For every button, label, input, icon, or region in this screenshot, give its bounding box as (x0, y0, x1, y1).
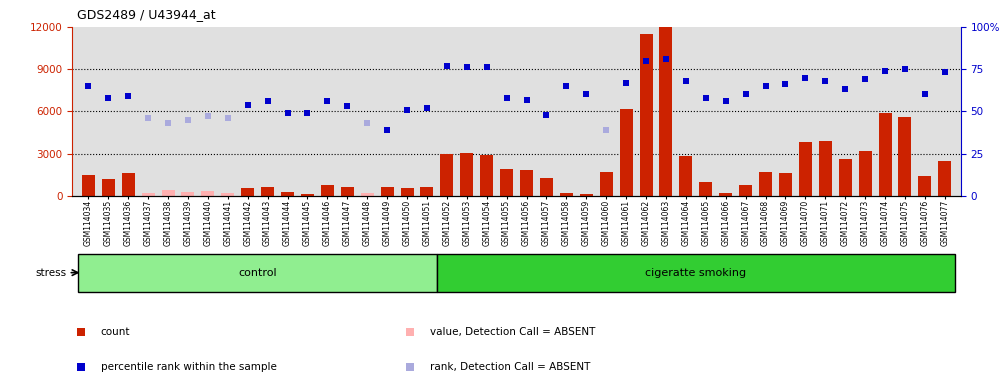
Bar (262, 187, 274, 196)
Bar (102, 179, 115, 196)
Bar (779, 173, 792, 196)
Bar (437, 254, 955, 292)
Bar (361, 193, 373, 196)
Bar (281, 192, 294, 196)
Bar (241, 188, 255, 196)
Bar (380, 187, 393, 196)
Bar (480, 155, 493, 196)
Bar (699, 182, 712, 196)
Bar (839, 159, 852, 196)
Bar (760, 172, 772, 196)
Bar (859, 151, 871, 196)
Bar (739, 185, 752, 196)
Bar (620, 109, 633, 196)
Bar (600, 172, 613, 196)
Bar (540, 177, 553, 196)
Bar (421, 187, 434, 196)
Bar (520, 170, 533, 196)
Bar (162, 190, 174, 196)
Bar (142, 193, 155, 196)
Bar (500, 169, 513, 196)
Text: count: count (101, 327, 131, 337)
Bar (441, 154, 454, 196)
Bar (341, 187, 354, 196)
Text: rank, Detection Call = ABSENT: rank, Detection Call = ABSENT (430, 362, 590, 372)
Bar (799, 142, 812, 196)
Bar (939, 161, 952, 196)
Bar (679, 156, 692, 196)
Text: value, Detection Call = ABSENT: value, Detection Call = ABSENT (430, 327, 595, 337)
Bar (221, 193, 234, 196)
Text: stress: stress (35, 268, 66, 278)
Bar (321, 185, 334, 196)
Bar (201, 191, 214, 196)
Bar (918, 176, 932, 196)
Bar (122, 173, 135, 196)
Bar (819, 141, 832, 196)
Text: percentile rank within the sample: percentile rank within the sample (101, 362, 277, 372)
Bar (400, 188, 413, 196)
Bar (181, 192, 194, 196)
Text: GDS2489 / U43944_at: GDS2489 / U43944_at (77, 8, 216, 21)
Text: control: control (238, 268, 277, 278)
Bar (719, 193, 732, 196)
Bar (461, 153, 473, 196)
Bar (898, 117, 911, 196)
Bar (640, 34, 653, 196)
Bar (579, 194, 593, 196)
Bar (81, 175, 95, 196)
Bar (560, 193, 572, 196)
Text: cigeratte smoking: cigeratte smoking (645, 268, 746, 278)
Bar (878, 113, 891, 196)
Bar (660, 27, 672, 196)
Bar (78, 254, 437, 292)
Bar (301, 194, 314, 196)
